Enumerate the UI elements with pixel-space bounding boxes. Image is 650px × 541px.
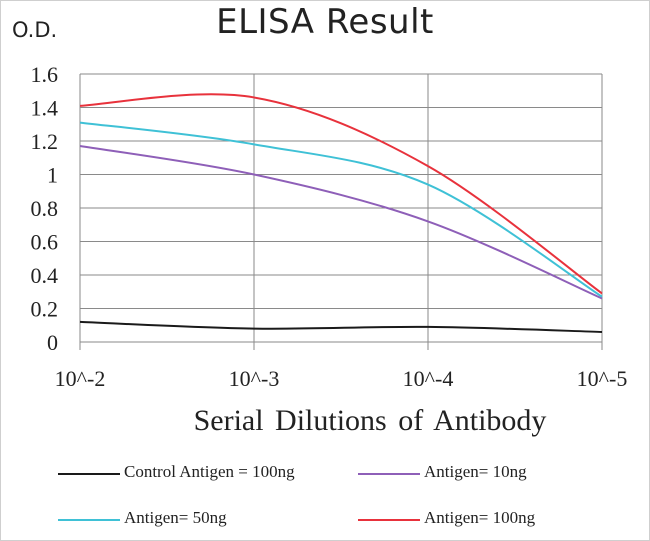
y-axis-label: O.D. [12, 18, 58, 42]
y-tick-label-5: 1 [47, 163, 58, 188]
x-tick-label-2: 10^-4 [403, 366, 454, 391]
chart-title: ELISA Result [216, 2, 434, 42]
y-tick-label-7: 1.4 [31, 96, 59, 121]
series-line-1 [79, 145, 603, 300]
x-axis-label: Serial Dilutions of Antibody [193, 404, 547, 437]
y-tick-label-1: 0.2 [31, 297, 59, 322]
series-line-3 [79, 93, 603, 295]
y-tick-label-4: 0.8 [31, 196, 59, 221]
series-line-2 [79, 121, 603, 298]
y-tick-label-3: 0.6 [31, 230, 59, 255]
y-tick-label-6: 1.2 [31, 129, 59, 154]
x-tick-label-3: 10^-5 [577, 366, 628, 391]
y-tick-label-2: 0.4 [31, 263, 59, 288]
y-tick-label-0: 0 [47, 330, 58, 355]
y-tick-label-8: 1.6 [31, 62, 59, 87]
x-tick-label-1: 10^-3 [229, 366, 280, 391]
series-line-0 [79, 320, 603, 333]
x-tick-label-0: 10^-2 [55, 366, 106, 391]
